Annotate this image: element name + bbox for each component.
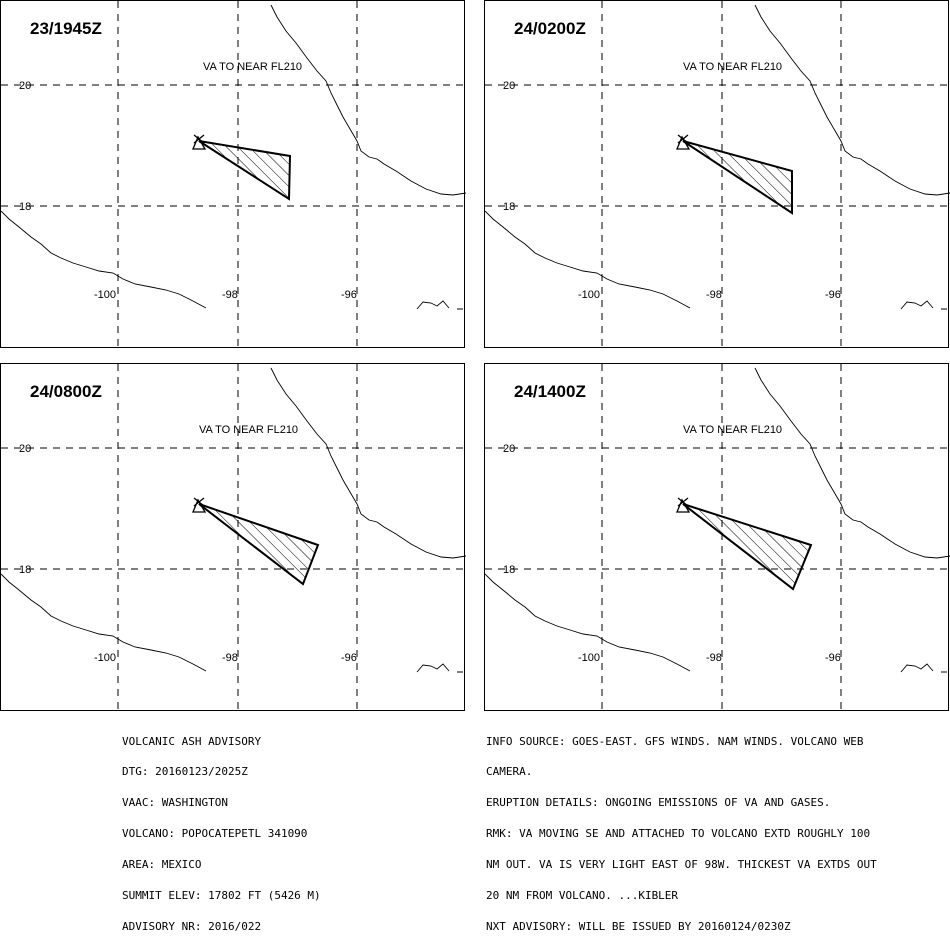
advisory-number: ADVISORY NR: 2016/022: [122, 919, 262, 933]
va-label: VA TO NEAR FL210: [199, 424, 298, 436]
lon-label-96: -96: [341, 652, 357, 664]
volcano-marker: [676, 134, 691, 150]
volcano-marker: [192, 497, 207, 513]
panel-time: 24/0200Z: [514, 19, 586, 38]
map-canvas: VA TO NEAR FL210 20 18 -100 -98 -96: [1, 364, 466, 712]
ash-cloud-polygon: [682, 503, 813, 591]
coast-detail: [900, 300, 947, 310]
coast-detail: [416, 663, 463, 673]
lon-label-100: -100: [578, 652, 600, 664]
info-source: INFO SOURCE: GOES-EAST. GFS WINDS. NAM W…: [486, 734, 864, 748]
lat-label-18: 18: [503, 564, 515, 576]
advisory-volcano: VOLCANO: POPOCATEPETL 341090: [122, 827, 308, 841]
gulf-coastline: [754, 4, 950, 196]
advisory-header-block: VOLCANIC ASH ADVISORY DTG: 20160123/2025…: [122, 716, 321, 943]
lat-label-20: 20: [503, 80, 515, 92]
advisory-dtg: DTG: 20160123/2025Z: [122, 765, 248, 779]
map-panel-3: VA TO NEAR FL210 20 18 -100 -98 -96 24/0…: [0, 363, 466, 712]
lon-label-98: -98: [706, 652, 722, 664]
gulf-coastline: [270, 367, 466, 559]
coast-detail: [900, 663, 947, 673]
lon-label-96: -96: [825, 652, 841, 664]
info-source-cont: CAMERA.: [486, 765, 533, 779]
advisory-summit-elev: SUMMIT ELEV: 17802 FT (5426 M): [122, 889, 321, 903]
va-label: VA TO NEAR FL210: [203, 61, 302, 73]
ash-cloud-polygon: [682, 140, 793, 215]
volcano-marker: [676, 497, 691, 513]
map-canvas: VA TO NEAR FL210 20 18 -100 -98 -96: [485, 364, 950, 712]
va-label: VA TO NEAR FL210: [683, 424, 782, 436]
advisory-info-block: INFO SOURCE: GOES-EAST. GFS WINDS. NAM W…: [486, 716, 877, 943]
map-panel-1: VA TO NEAR FL210 20 18 -100 -98 -96 23/1…: [0, 0, 466, 349]
lon-label-100: -100: [578, 289, 600, 301]
lon-label-96: -96: [341, 289, 357, 301]
lat-label-20: 20: [19, 80, 31, 92]
lon-label-98: -98: [222, 289, 238, 301]
map-canvas: VA TO NEAR FL210 20 18 -100 -98 -96: [1, 1, 466, 349]
eruption-details: ERUPTION DETAILS: ONGOING EMISSIONS OF V…: [486, 796, 831, 810]
va-label: VA TO NEAR FL210: [683, 61, 782, 73]
pacific-coastline: [485, 573, 691, 672]
volcano-marker: [192, 134, 207, 150]
next-advisory: NXT ADVISORY: WILL BE ISSUED BY 20160124…: [486, 919, 791, 933]
lat-label-20: 20: [19, 443, 31, 455]
pacific-coastline: [1, 210, 207, 309]
ash-cloud-polygon: [198, 140, 292, 201]
map-panel-2: VA TO NEAR FL210 20 18 -100 -98 -96 24/0…: [484, 0, 950, 349]
pacific-coastline: [1, 573, 207, 672]
advisory-area: AREA: MEXICO: [122, 858, 202, 872]
gulf-coastline: [754, 367, 950, 559]
lat-label-20: 20: [503, 443, 515, 455]
lat-label-18: 18: [19, 201, 31, 213]
lon-label-96: -96: [825, 289, 841, 301]
panel-time: 24/0800Z: [30, 382, 102, 401]
panel-time: 23/1945Z: [30, 19, 102, 38]
advisory-title: VOLCANIC ASH ADVISORY: [122, 734, 262, 748]
remarks-line-2: NM OUT. VA IS VERY LIGHT EAST OF 98W. TH…: [486, 858, 877, 872]
lon-label-98: -98: [222, 652, 238, 664]
lat-label-18: 18: [503, 201, 515, 213]
lon-label-100: -100: [94, 289, 116, 301]
panel-time: 24/1400Z: [514, 382, 586, 401]
map-panel-4: VA TO NEAR FL210 20 18 -100 -98 -96 24/1…: [484, 363, 950, 712]
pacific-coastline: [485, 210, 691, 309]
advisory-vaac: VAAC: WASHINGTON: [122, 796, 228, 810]
gulf-coastline: [270, 4, 466, 196]
coast-detail: [416, 300, 463, 310]
remarks-line-3: 20 NM FROM VOLCANO. ...KIBLER: [486, 889, 679, 903]
lon-label-100: -100: [94, 652, 116, 664]
lon-label-98: -98: [706, 289, 722, 301]
ash-cloud-polygon: [198, 503, 320, 586]
map-canvas: VA TO NEAR FL210 20 18 -100 -98 -96: [485, 1, 950, 349]
lat-label-18: 18: [19, 564, 31, 576]
remarks-line-1: RMK: VA MOVING SE AND ATTACHED TO VOLCAN…: [486, 827, 871, 841]
